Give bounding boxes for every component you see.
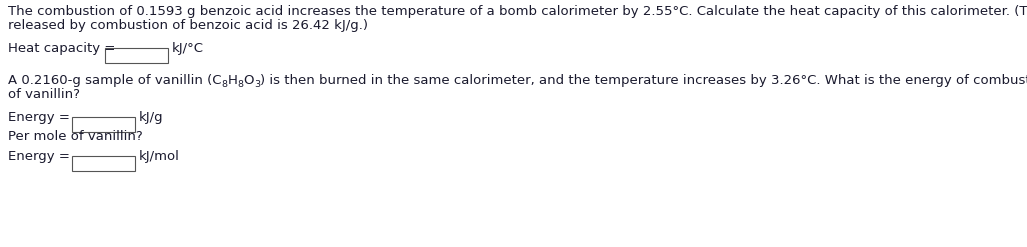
Text: 8: 8 (237, 80, 243, 89)
Text: O: O (243, 74, 254, 87)
Text: 3: 3 (254, 80, 260, 89)
Text: 8: 8 (222, 80, 228, 89)
FancyBboxPatch shape (72, 156, 135, 171)
Text: kJ/°C: kJ/°C (172, 42, 204, 55)
Text: Energy =: Energy = (8, 111, 70, 124)
Text: kJ/mol: kJ/mol (139, 150, 180, 163)
FancyBboxPatch shape (105, 48, 168, 63)
Text: A 0.2160-g sample of vanillin (C: A 0.2160-g sample of vanillin (C (8, 74, 222, 87)
Text: released by combustion of benzoic acid is 26.42 kJ/g.): released by combustion of benzoic acid i… (8, 19, 368, 32)
FancyBboxPatch shape (72, 117, 135, 132)
Text: H: H (228, 74, 237, 87)
Text: Energy =: Energy = (8, 150, 70, 163)
Text: Per mole of vanillin?: Per mole of vanillin? (8, 130, 143, 143)
Text: of vanillin?: of vanillin? (8, 88, 80, 101)
Text: ) is then burned in the same calorimeter, and the temperature increases by 3.26°: ) is then burned in the same calorimeter… (260, 74, 1027, 87)
Text: kJ/g: kJ/g (139, 111, 163, 124)
Text: Heat capacity =: Heat capacity = (8, 42, 115, 55)
Text: The combustion of 0.1593 g benzoic acid increases the temperature of a bomb calo: The combustion of 0.1593 g benzoic acid … (8, 5, 1027, 18)
